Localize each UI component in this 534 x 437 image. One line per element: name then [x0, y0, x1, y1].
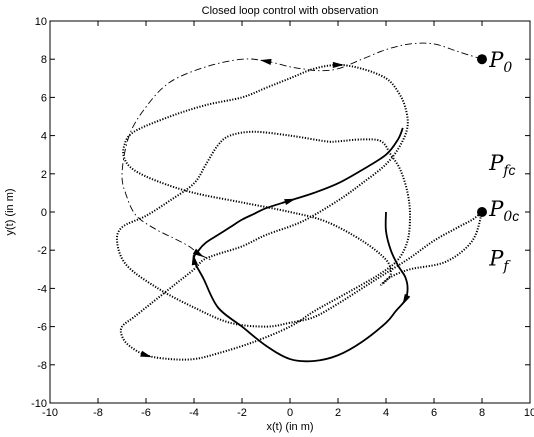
annotation-subscript: 0 — [503, 60, 512, 76]
y-tick-label: 8 — [41, 54, 47, 66]
y-tick-label: 0 — [41, 207, 47, 219]
direction-arrow — [192, 248, 204, 258]
annotation-subscript: f — [502, 163, 511, 179]
annotation-subscript: 0 — [503, 209, 512, 225]
x-tick-label: -6 — [141, 407, 151, 419]
x-tick-label: -2 — [237, 407, 247, 419]
y-tick-label: -4 — [37, 283, 47, 295]
series-line-dotted — [115, 63, 483, 361]
y-axis-label: y(t) (in m) — [4, 188, 16, 235]
series-line-dashdot — [121, 42, 483, 261]
x-tick-label: -8 — [93, 407, 103, 419]
y-tick-label: -10 — [31, 398, 47, 410]
point-marker — [477, 207, 487, 217]
x-tick-label: 8 — [479, 407, 485, 419]
x-tick-label: 2 — [335, 407, 341, 419]
x-tick-label: 4 — [383, 407, 389, 419]
point-marker — [477, 54, 487, 65]
annotation-subscript-c: c — [509, 162, 516, 178]
y-tick-label: 4 — [41, 131, 47, 143]
direction-arrow — [284, 198, 296, 206]
x-tick-label: 6 — [431, 407, 437, 419]
series-line-solid — [192, 127, 409, 363]
y-tick-label: -6 — [37, 322, 47, 334]
annotation-subscript: f — [502, 258, 511, 274]
chart-title: Closed loop control with observation — [202, 5, 379, 17]
direction-arrow — [140, 350, 152, 358]
direction-arrow — [402, 293, 411, 306]
y-tick-label: -2 — [37, 245, 47, 257]
x-tick-label: -10 — [42, 407, 58, 419]
x-tick-label: -4 — [189, 407, 199, 419]
x-tick-label: 0 — [287, 407, 293, 419]
direction-arrow — [191, 253, 198, 266]
direction-arrow — [260, 58, 272, 65]
annotation-subscript-c: c — [512, 208, 519, 224]
x-axis-label: x(t) (in m) — [266, 421, 313, 433]
direction-arrow — [332, 61, 344, 69]
y-tick-label: -8 — [37, 360, 47, 372]
x-tick-label: 10 — [524, 407, 534, 419]
y-tick-label: 10 — [35, 16, 47, 28]
y-tick-label: 6 — [41, 92, 47, 104]
axis-ticks: -10 -8 -6 -4 -2 0 2 4 6 8 10 -10 -8 -6 -4 -2 0 2 4 6 8 10 — [31, 16, 534, 419]
y-tick-label: 2 — [41, 169, 47, 181]
